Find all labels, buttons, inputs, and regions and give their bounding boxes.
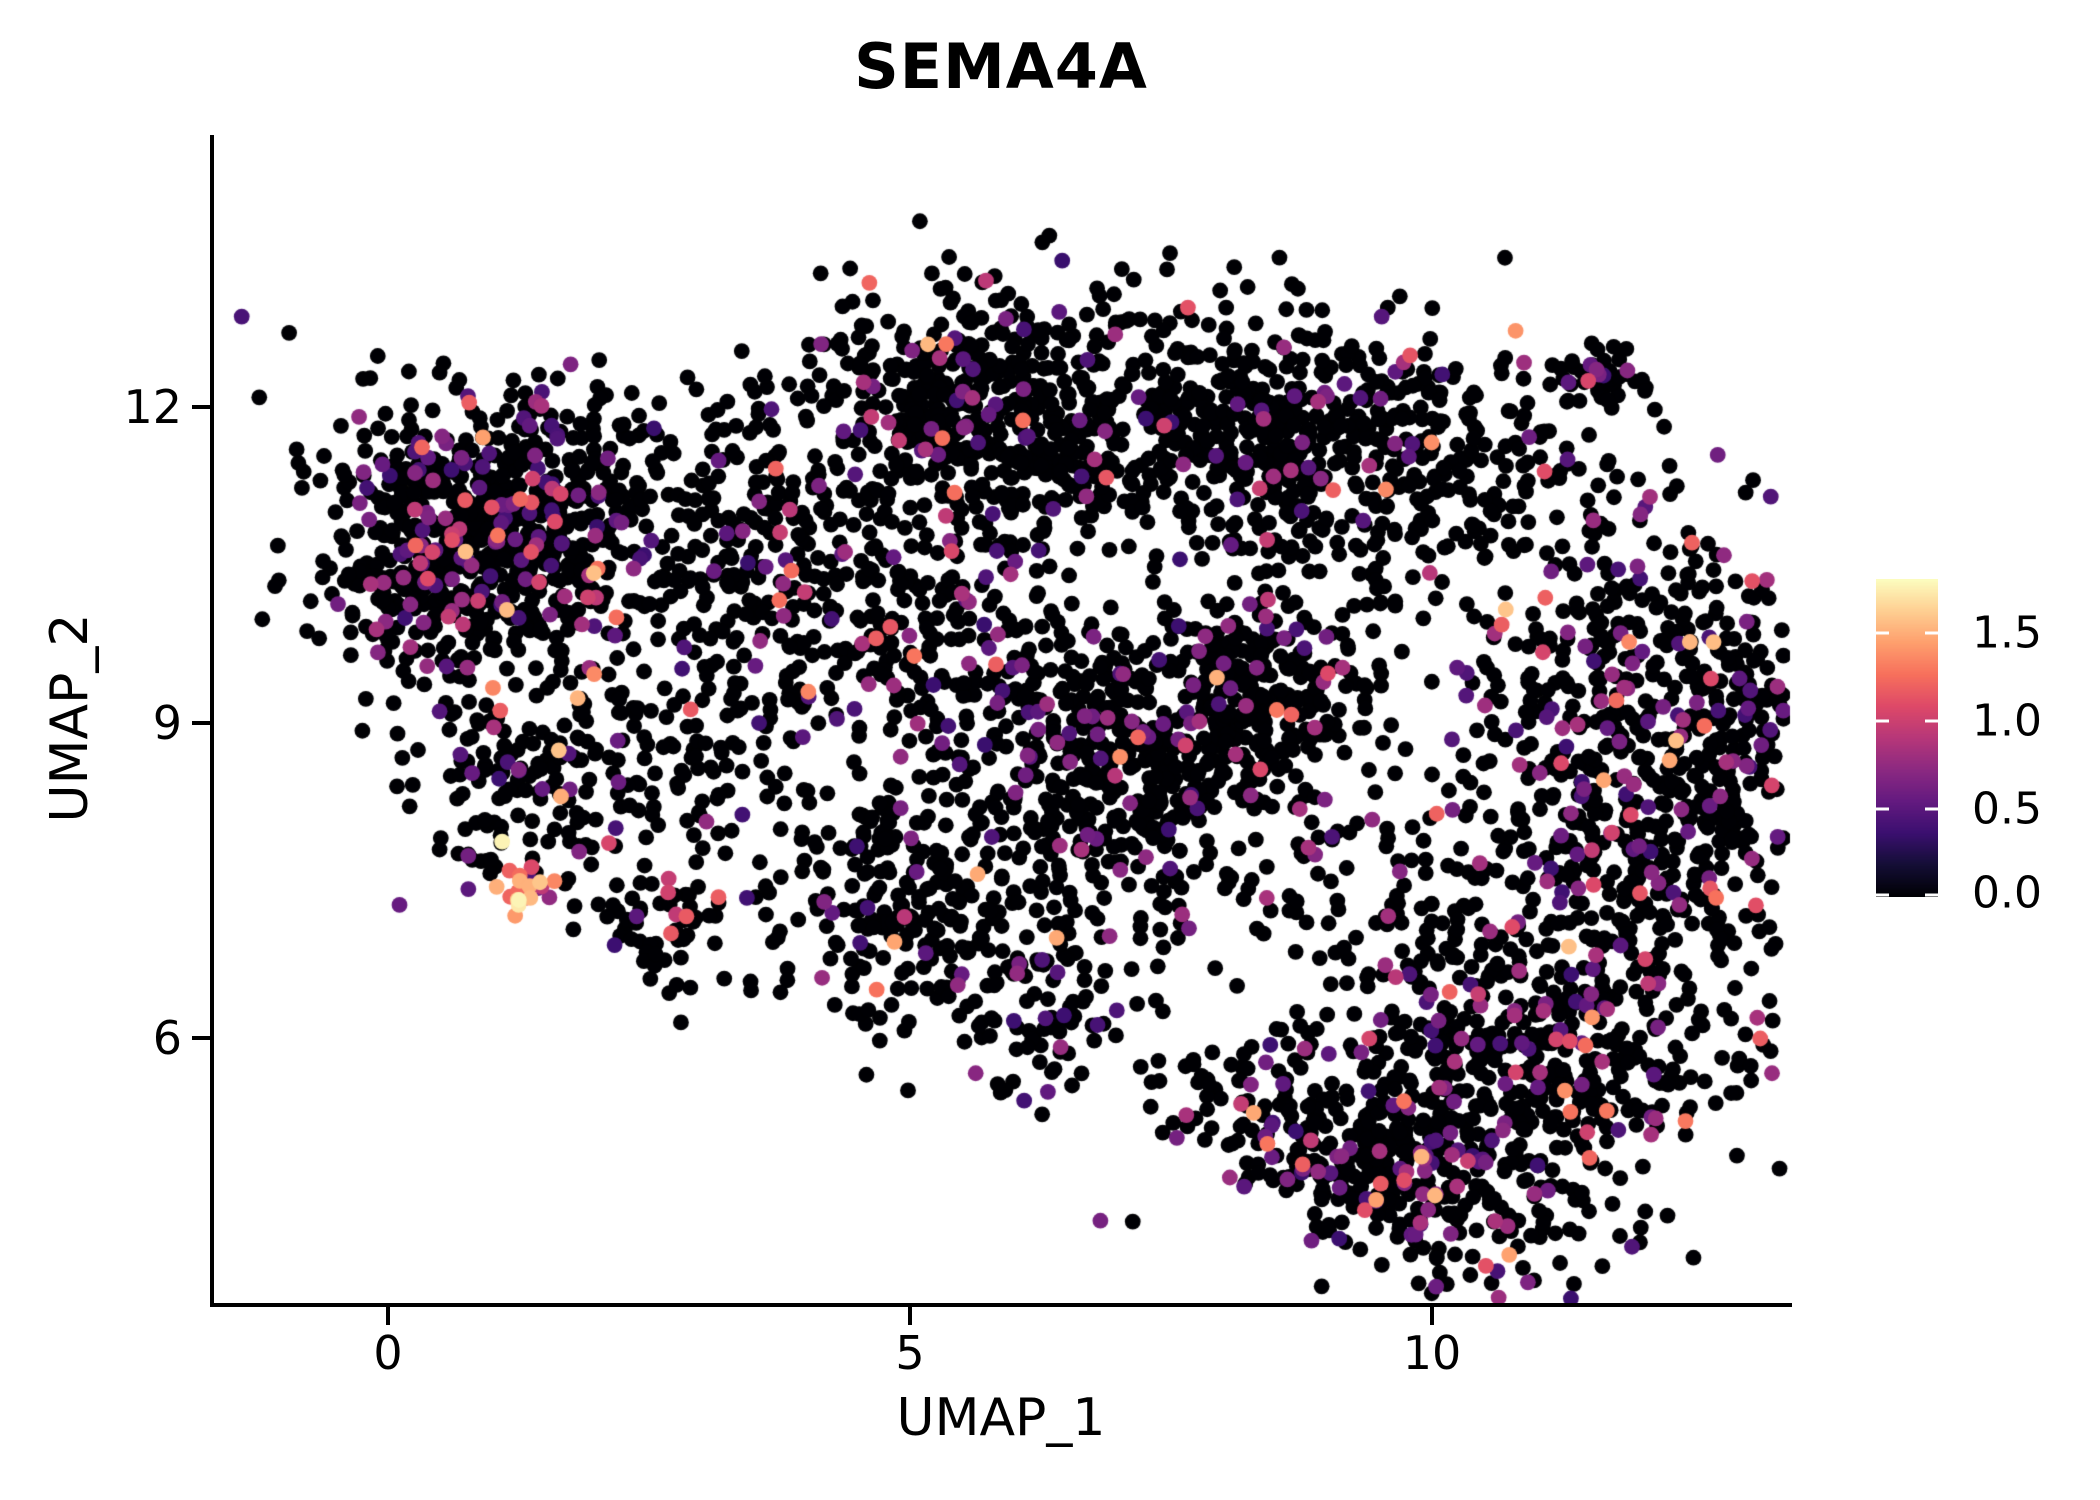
colorbar-gradient [1876,579,1938,897]
colorbar-tick-mark [1876,719,1889,723]
colorbar-tick-mark [1925,807,1938,811]
y-axis-line [210,135,214,1307]
colorbar-tick-label: 1.0 [1972,695,2042,747]
y-tick-mark [192,721,210,725]
x-axis-title: UMAP_1 [896,1388,1106,1448]
x-tick-label: 10 [1402,1326,1462,1380]
x-tick-mark [908,1307,912,1325]
colorbar-tick-mark [1876,631,1889,635]
colorbar-tick-mark [1925,893,1938,897]
colorbar-tick-mark [1925,719,1938,723]
x-tick-label: 5 [895,1326,925,1380]
y-axis-title: UMAP_2 [40,613,100,823]
plot-title: SEMA4A [854,30,1148,103]
x-axis-line [210,1303,1792,1307]
y-tick-label: 12 [123,380,182,434]
colorbar-tick-mark [1925,631,1938,635]
x-tick-mark [386,1307,390,1325]
colorbar-tick-mark [1876,893,1889,897]
x-tick-mark [1430,1307,1434,1325]
colorbar-tick-mark [1876,807,1889,811]
y-tick-mark [192,405,210,409]
y-tick-label: 6 [152,1011,182,1065]
y-tick-mark [192,1036,210,1040]
colorbar-tick-label: 1.5 [1972,607,2042,659]
colorbar-tick-label: 0.0 [1972,867,2042,919]
y-tick-label: 9 [152,696,182,750]
colorbar-tick-label: 0.5 [1972,783,2042,835]
x-tick-label: 0 [373,1326,403,1380]
